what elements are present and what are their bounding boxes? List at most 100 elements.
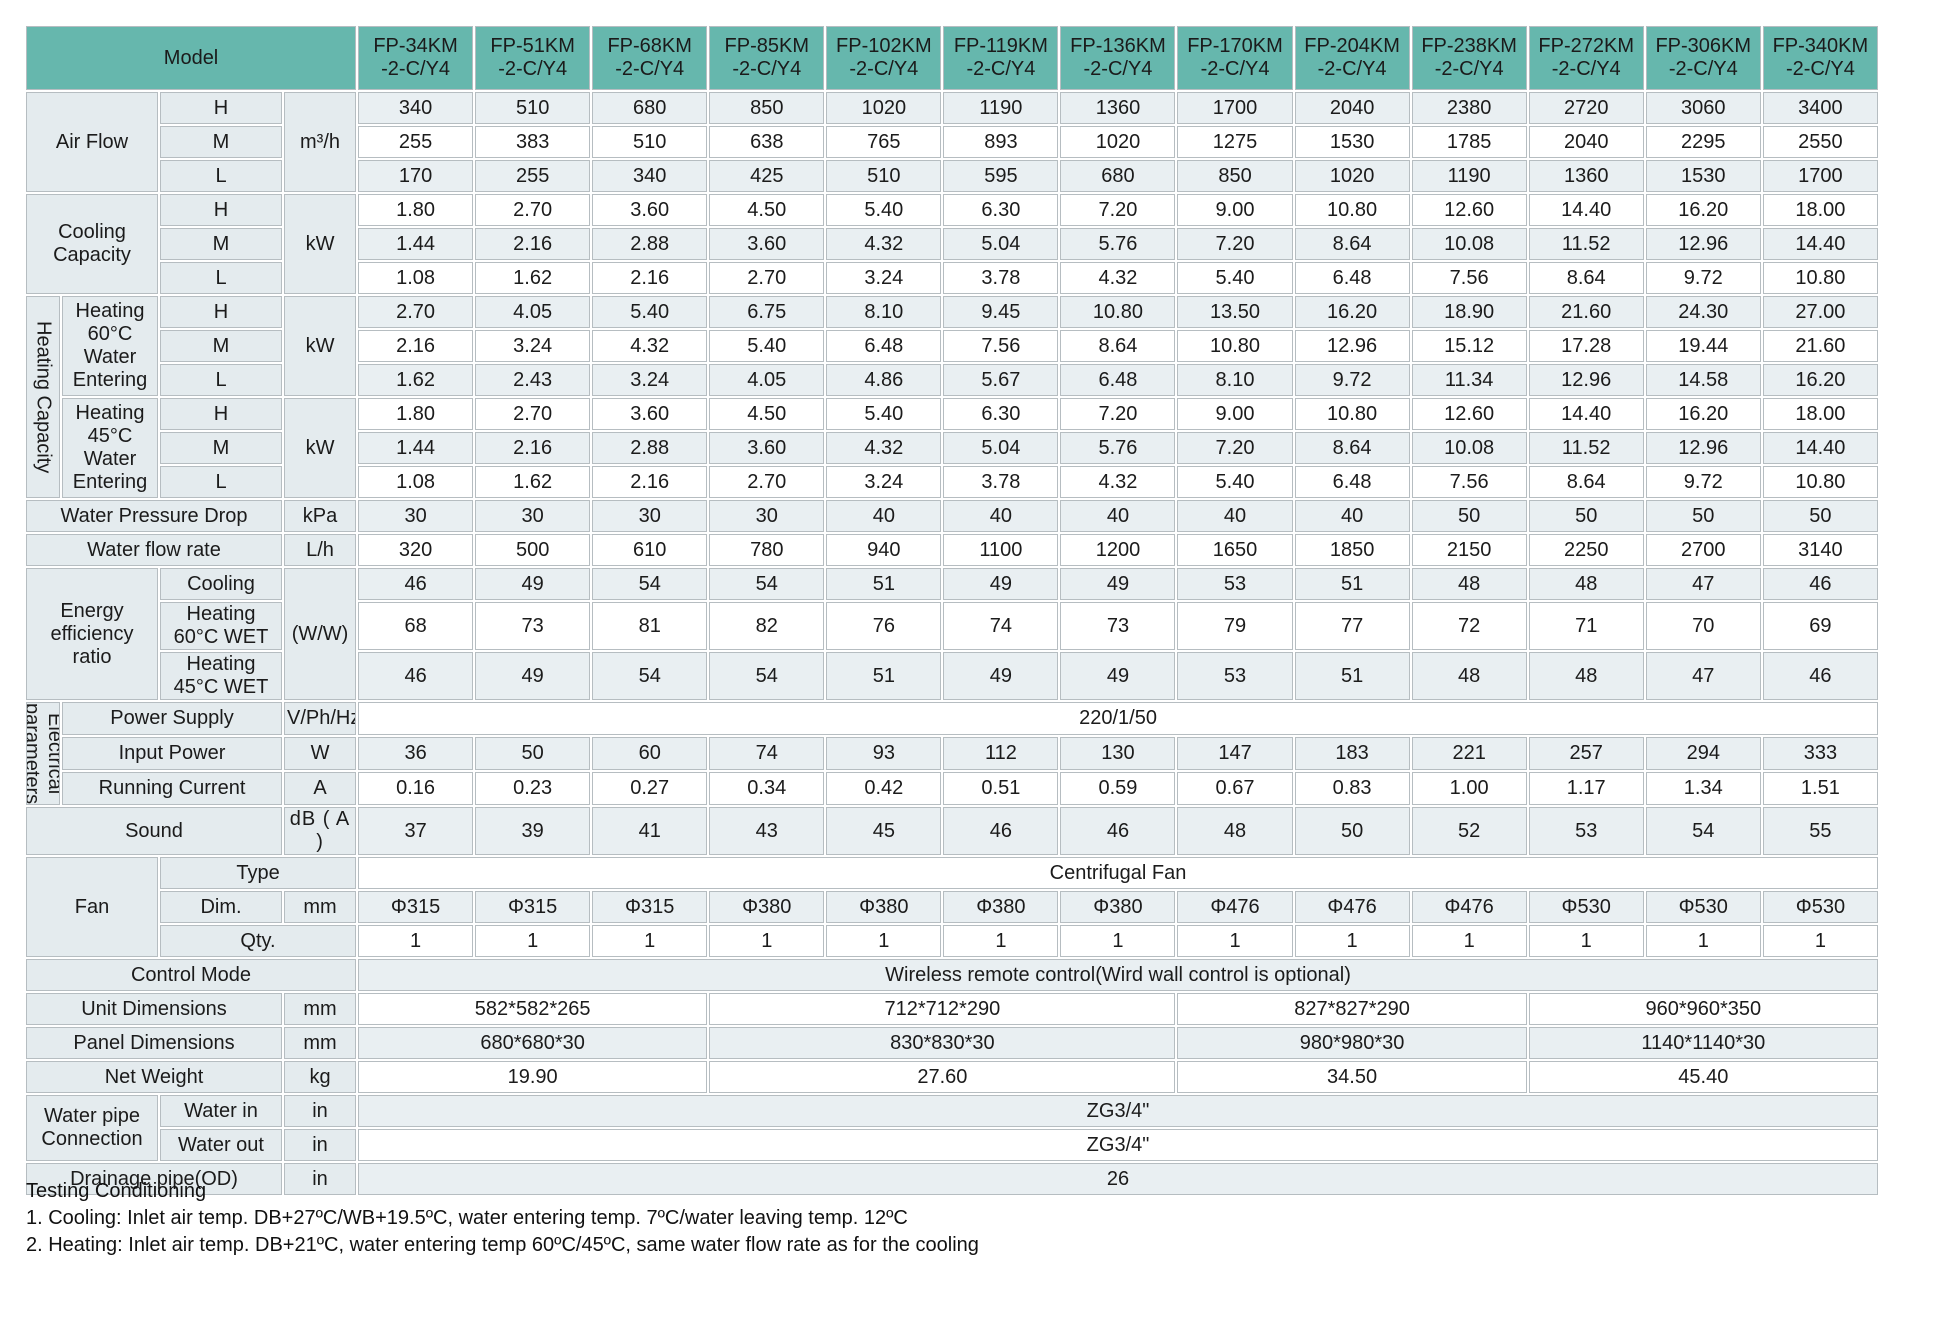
value-cell: 14.40 — [1762, 432, 1878, 464]
table-row: L 170 255 340 425 510 595 680 850 1020 1190 1360 153… — [26, 160, 1878, 192]
value-cell: 320 — [358, 534, 474, 566]
value-cell: 19.90 — [358, 1061, 708, 1094]
value-cell: 1 — [826, 925, 942, 958]
value-cell: 40 — [1060, 500, 1176, 532]
value-cell: 0.59 — [1060, 772, 1176, 806]
value-cell: 40 — [1177, 500, 1293, 532]
value-cell: 2.16 — [475, 228, 591, 260]
table-row: Panel Dimensions mm 680*680*30 830*830*30 98… — [26, 1027, 1878, 1060]
value-cell: Φ315 — [358, 891, 474, 924]
table-row: Heating Capacity Heating 60°C Water Enter… — [26, 296, 1878, 498]
value-cell: 51 — [1294, 652, 1410, 700]
row-label-cell: mm — [284, 993, 357, 1026]
value-cell: 5.04 — [943, 432, 1059, 464]
row-label-cell: L/h — [284, 534, 357, 566]
value-cell: 4.32 — [826, 432, 942, 464]
value-cell: 49 — [475, 568, 591, 600]
table-row: Control Mode Wireless remote control(Wird… — [26, 959, 1878, 992]
model-header-cell: FP-68KM -2-C/Y4 — [592, 26, 708, 90]
value-cell: 46 — [943, 807, 1059, 856]
value-cell: 4.05 — [475, 296, 591, 328]
value-cell: 40 — [943, 500, 1059, 532]
value-cell: 8.64 — [1294, 432, 1410, 464]
row-label-cell: L — [160, 262, 282, 294]
value-cell: 1.08 — [358, 466, 474, 498]
value-cell: 780 — [709, 534, 825, 566]
row-label-cell: Fan — [26, 857, 158, 958]
value-cell: 7.20 — [1060, 398, 1176, 430]
value-cell: 6.48 — [1294, 262, 1410, 294]
value-cell: 5.40 — [826, 398, 942, 430]
value-cell: 425 — [709, 160, 825, 192]
value-cell: 0.67 — [1177, 772, 1293, 806]
value-cell: 50 — [475, 737, 591, 771]
value-cell: Φ380 — [709, 891, 825, 924]
value-cell: 2.16 — [592, 466, 708, 498]
row-label-cell: Qty. — [160, 925, 357, 958]
value-cell: 5.40 — [1177, 262, 1293, 294]
row-label-cell: kW — [284, 194, 357, 294]
model-header-cell: FP-272KM -2-C/Y4 — [1528, 26, 1644, 90]
value-cell: 340 — [358, 92, 474, 124]
value-cell: 0.34 — [709, 772, 825, 806]
value-cell: 1785 — [1411, 126, 1527, 158]
value-cell: 4.50 — [709, 398, 825, 430]
value-cell: 10.80 — [1762, 262, 1878, 294]
value-cell: 9.45 — [943, 296, 1059, 328]
value-cell: 680 — [1060, 160, 1176, 192]
value-cell: 14.40 — [1528, 194, 1644, 226]
value-cell: 1 — [592, 925, 708, 958]
value-cell: 12.60 — [1411, 398, 1527, 430]
model-header-cell: FP-340KM -2-C/Y4 — [1762, 26, 1878, 90]
value-cell: 14.40 — [1762, 228, 1878, 260]
model-header-cell: FP-238KM -2-C/Y4 — [1411, 26, 1527, 90]
model-header-cell: FP-204KM -2-C/Y4 — [1294, 26, 1410, 90]
value-cell: 70 — [1645, 602, 1761, 650]
value-cell: 0.83 — [1294, 772, 1410, 806]
value-cell: 5.40 — [709, 330, 825, 362]
value-cell: 147 — [1177, 737, 1293, 771]
value-cell: 50 — [1645, 500, 1761, 532]
value-cell: 3400 — [1762, 92, 1878, 124]
value-cell: 7.56 — [1411, 262, 1527, 294]
value-cell: 5.76 — [1060, 432, 1176, 464]
value-cell: Φ380 — [943, 891, 1059, 924]
value-cell: 50 — [1411, 500, 1527, 532]
value-cell: 3.24 — [826, 262, 942, 294]
model-header-cell: FP-119KM -2-C/Y4 — [943, 26, 1059, 90]
row-label-cell: Heating 45°C WET — [160, 652, 282, 700]
value-cell: 2550 — [1762, 126, 1878, 158]
value-cell: 12.96 — [1528, 364, 1644, 396]
value-cell: 2.16 — [592, 262, 708, 294]
value-cell: 5.04 — [943, 228, 1059, 260]
value-cell: 41 — [592, 807, 708, 856]
table-row: L 1.08 1.62 2.16 2.70 3.24 3.78 4.32 5.40 6.48 7.5… — [26, 466, 1878, 498]
row-label-cell: Unit Dimensions — [26, 993, 282, 1026]
value-cell: 1.62 — [358, 364, 474, 396]
value-cell: 257 — [1528, 737, 1644, 771]
row-label-cell: L — [160, 364, 282, 396]
value-cell: 0.51 — [943, 772, 1059, 806]
value-cell: 49 — [1060, 652, 1176, 700]
value-cell: 1.08 — [358, 262, 474, 294]
table-row: Electrical parameters Power Supply V/Ph/Hz… — [26, 702, 1878, 806]
value-cell: 8.64 — [1060, 330, 1176, 362]
value-cell: 16.20 — [1645, 398, 1761, 430]
value-cell: 10.08 — [1411, 432, 1527, 464]
model-header-cell: FP-306KM -2-C/Y4 — [1645, 26, 1761, 90]
value-cell: 49 — [475, 652, 591, 700]
value-cell: 15.12 — [1411, 330, 1527, 362]
value-cell: 1530 — [1645, 160, 1761, 192]
value-cell: 1.62 — [475, 466, 591, 498]
value-cell: 1275 — [1177, 126, 1293, 158]
value-cell: Φ476 — [1177, 891, 1293, 924]
row-label-cell: M — [160, 330, 282, 362]
value-cell: 48 — [1528, 652, 1644, 700]
value-cell: 77 — [1294, 602, 1410, 650]
value-cell: 3.24 — [475, 330, 591, 362]
value-cell: 76 — [826, 602, 942, 650]
value-cell: 6.30 — [943, 398, 1059, 430]
row-label-cell: m³/h — [284, 92, 357, 192]
value-cell: Φ380 — [826, 891, 942, 924]
value-cell: 4.32 — [592, 330, 708, 362]
